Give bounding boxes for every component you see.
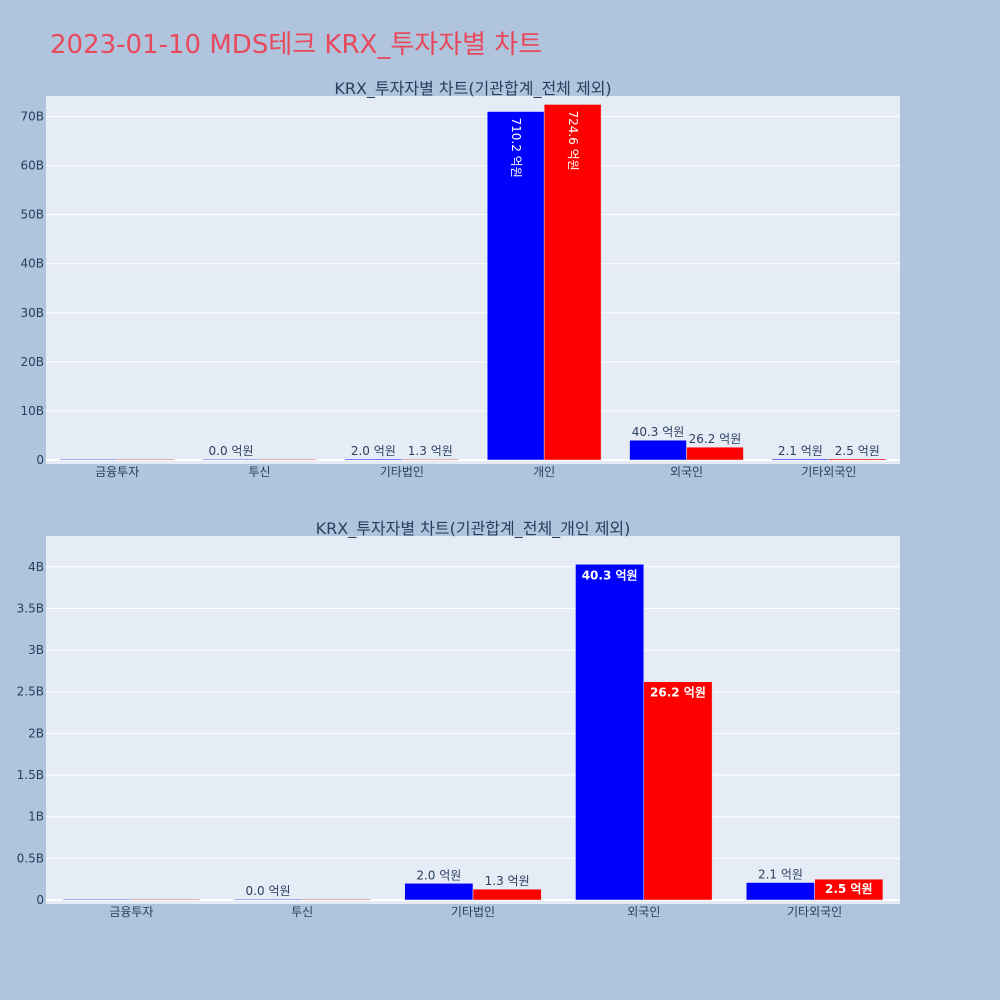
grid-1 xyxy=(46,116,900,461)
x-tick-label: 금융투자 xyxy=(109,905,153,919)
bar-series2 xyxy=(686,446,744,461)
chart-title-2: KRX_투자자별 차트(기관합계_전체_개인 제외) xyxy=(316,519,631,539)
y-tick-label: 1B xyxy=(28,810,44,824)
bars-2 xyxy=(62,564,884,901)
data-label: 0.0 억원 xyxy=(209,444,254,458)
data-label: 2.5 억원 xyxy=(835,444,880,458)
y-tick-label: 2.5B xyxy=(17,685,44,699)
data-label: 26.2 억원 xyxy=(689,432,742,446)
plot-area-2 xyxy=(46,536,900,904)
bar-series2 xyxy=(259,458,317,461)
y-tick-label: 50B xyxy=(20,208,44,222)
data-label: 2.5 억원 xyxy=(825,882,873,896)
x-tick-label: 기타법인 xyxy=(451,905,495,919)
data-label: 2.1 억원 xyxy=(758,868,803,882)
bar-series1 xyxy=(575,564,645,901)
bar-series1 xyxy=(629,439,687,461)
y-tick-label: 20B xyxy=(20,355,44,369)
y-tick-label: 4B xyxy=(28,560,44,574)
x-ticks-2: 금융투자 투신 기타법인 외국인 기타외국인 xyxy=(109,905,842,919)
y-tick-label: 3.5B xyxy=(17,601,44,615)
data-label: 40.3 억원 xyxy=(632,425,685,439)
bar-series1 xyxy=(344,458,403,461)
y-tick-label: 0 xyxy=(36,893,44,907)
bar-series1 xyxy=(62,898,132,901)
y-tick-label: 1.5B xyxy=(17,768,44,782)
data-labels-2: 0.0 억원 2.0 억원 40.3 억원 2.1 억원 1.3 억원 26.2 억원 2.… xyxy=(246,568,873,898)
x-ticks-1: 금융투자 투신 기타법인 개인 외국인 기타외국인 xyxy=(95,465,856,479)
data-label: 2.0 억원 xyxy=(416,868,461,882)
y-tick-label: 0.5B xyxy=(17,851,44,865)
y-tick-label: 30B xyxy=(20,306,44,320)
data-label: 2.1 억원 xyxy=(778,444,823,458)
bar-series1 xyxy=(746,882,815,901)
y-tick-label: 60B xyxy=(20,159,44,173)
bar-series1 xyxy=(486,111,545,461)
bar-series2 xyxy=(472,888,542,901)
bar-series2 xyxy=(131,898,200,901)
y-ticks-2: 0 0.5B 1B 1.5B 2B 2.5B 3B 3.5B 4B xyxy=(17,560,44,907)
bar-series1 xyxy=(771,458,830,461)
data-label: 40.3 억원 xyxy=(582,568,638,582)
bar-series1 xyxy=(59,458,118,461)
data-labels-1: 0.0 억원 2.0 억원 710.2 억원 40.3 억원 2.1 억원 1.3 억원 7… xyxy=(209,110,880,458)
y-tick-label: 3B xyxy=(28,643,44,657)
data-label: 2.0 억원 xyxy=(351,444,396,458)
page-title: 2023-01-10 MDS테크 KRX_투자자별 차트 xyxy=(50,30,543,60)
y-ticks-1: 0 10B 20B 30B 40B 50B 60B 70B xyxy=(20,110,44,467)
x-tick-label: 기타외국인 xyxy=(801,465,856,479)
x-tick-label: 기타법인 xyxy=(380,465,424,479)
x-tick-label: 기타외국인 xyxy=(787,905,842,919)
bar-series2 xyxy=(828,458,887,461)
data-label: 710.2 억원 xyxy=(509,118,523,178)
bar-series2 xyxy=(543,104,602,461)
bar-series2 xyxy=(401,458,460,461)
plot-area-1 xyxy=(46,96,900,464)
y-tick-label: 2B xyxy=(28,726,44,740)
x-tick-label: 투신 xyxy=(291,905,313,919)
bar-series2 xyxy=(301,898,371,901)
bar-series2 xyxy=(116,458,175,461)
data-label: 0.0 억원 xyxy=(246,884,291,898)
data-label: 1.3 억원 xyxy=(485,874,530,888)
x-tick-label: 외국인 xyxy=(670,465,703,479)
bar-series1 xyxy=(233,898,303,901)
bar-series1 xyxy=(202,458,260,461)
x-tick-label: 외국인 xyxy=(627,905,660,919)
data-label: 26.2 억원 xyxy=(650,686,706,700)
x-tick-label: 개인 xyxy=(533,465,555,479)
y-tick-label: 70B xyxy=(20,110,44,124)
x-tick-label: 투신 xyxy=(248,465,270,479)
y-tick-label: 40B xyxy=(20,257,44,271)
chart-title-1: KRX_투자자별 차트(기관합계_전체 제외) xyxy=(334,79,611,99)
bars-1 xyxy=(59,104,887,461)
data-label: 724.6 억원 xyxy=(566,110,580,170)
y-tick-label: 0 xyxy=(36,453,44,467)
bar-series2 xyxy=(814,878,884,901)
y-tick-label: 10B xyxy=(20,404,44,418)
data-label: 1.3 억원 xyxy=(408,444,453,458)
bar-series2 xyxy=(643,681,713,901)
x-tick-label: 금융투자 xyxy=(95,465,139,479)
bar-series1 xyxy=(404,883,474,901)
